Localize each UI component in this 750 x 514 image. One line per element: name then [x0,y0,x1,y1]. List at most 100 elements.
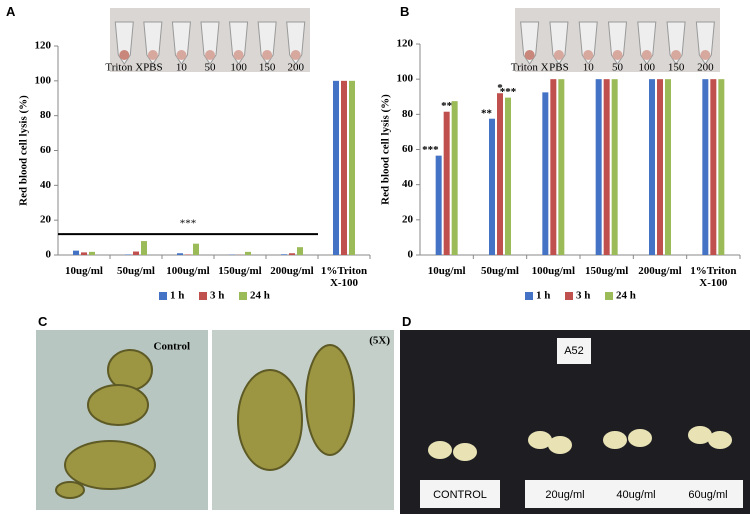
y-axis-label: Red blood cell lysis (%) [380,94,392,205]
tube-label: 10 [583,62,595,74]
bar [710,79,717,256]
bar [297,247,303,255]
photo-label: 60ug/ml [688,489,727,501]
tube-label: 50 [205,62,217,74]
label-card [525,480,743,508]
y-tick-label: 60 [40,144,52,156]
significance-label: *** [180,218,197,230]
bar [341,80,347,255]
x-tick-label: 1%Triton X-100 [320,265,368,289]
x-tick-label: 100ug/ml [166,265,210,277]
tube-label: PBS [549,62,569,74]
x-tick-label: 150ug/ml [218,265,262,277]
y-tick-label: 80 [402,108,414,120]
tube-pellet [641,50,652,60]
photo-label: 20ug/ml [545,489,584,501]
panel-letter: C [38,314,48,329]
y-tick-label: 20 [402,213,414,225]
x-tick-label: 100ug/ml [531,265,576,277]
panel-letter: B [400,4,410,19]
tube-pellet [524,50,535,60]
legend-label: 3 h [576,290,590,302]
legend-label: 1 h [536,290,550,302]
bar [595,79,602,256]
tube-pellet [119,50,130,60]
spore-drawing [55,344,355,499]
bar [489,118,495,256]
bar [497,93,503,255]
tube-label: 100 [639,62,656,74]
bar [550,79,557,256]
tube-label: 200 [697,62,714,74]
panel-letter: A [6,4,16,19]
bar [718,79,725,256]
bar [73,250,79,255]
legend-label: 1 h [170,290,184,302]
bar [333,80,339,255]
bar [193,243,199,255]
y-tick-label: 80 [40,109,52,121]
bar [435,155,442,255]
photo-label: Control [154,341,190,353]
tube-pellet [176,50,187,60]
x-tick-label: 150ug/ml [584,265,629,277]
legend-swatch [605,292,613,300]
label-card [420,480,500,508]
bar [133,251,139,255]
y-tick-label: 120 [35,40,52,52]
significance-label: ** [481,107,493,119]
bar [245,251,251,255]
tube-label: 50 [612,62,624,74]
x-tick-label: 10ug/ml [427,265,466,277]
photo-label: 40ug/ml [616,489,655,501]
seedlings [428,426,732,461]
bar [81,252,87,255]
bar [657,79,663,256]
x-tick-label: 50ug/ml [481,265,519,277]
x-tick-label: 1%Triton X-100 [690,265,737,289]
x-tick-label: 200ug/ml [638,265,682,277]
photo-label: (5X) [369,335,390,347]
y-tick-label: 20 [40,214,52,226]
tube-label: 10 [176,62,188,74]
tube-label: PBS [143,62,163,74]
tube-label: 150 [668,62,685,74]
y-tick-label: 100 [35,74,52,86]
significance-label: *** [500,86,517,98]
bar [665,79,671,256]
bar [125,254,131,255]
bar [505,97,511,255]
photo-label: A52 [564,345,584,357]
x-tick-label: 10ug/ml [65,265,103,277]
legend-label: 24 h [250,290,270,302]
bar [443,111,450,255]
legend-swatch [565,292,573,300]
tube-pellet [262,50,273,60]
tube-pellet [700,50,711,60]
tube-label: Triton X [511,62,549,74]
tube-pellet [671,50,682,60]
y-tick-label: 0 [46,249,52,261]
tube-pellet [147,50,158,60]
tag-card [557,338,591,364]
bar [611,79,618,256]
y-tick-label: 40 [402,178,414,190]
legend-label: 24 h [616,290,636,302]
bar [141,241,147,255]
panel-letter: D [402,314,412,329]
y-axis-label: Red blood cell lysis (%) [18,95,30,206]
bar [185,254,191,255]
legend-swatch [239,292,247,300]
significance-label: *** [422,144,439,156]
tube-label: 200 [287,62,304,74]
tube-pellet [205,50,215,60]
bar [542,92,549,256]
bar [289,253,295,255]
y-tick-label: 0 [408,249,414,261]
y-tick-label: 40 [40,179,52,191]
tube-pellet [553,50,564,60]
tube-pellet [583,50,594,60]
tube-pellet [290,50,301,60]
